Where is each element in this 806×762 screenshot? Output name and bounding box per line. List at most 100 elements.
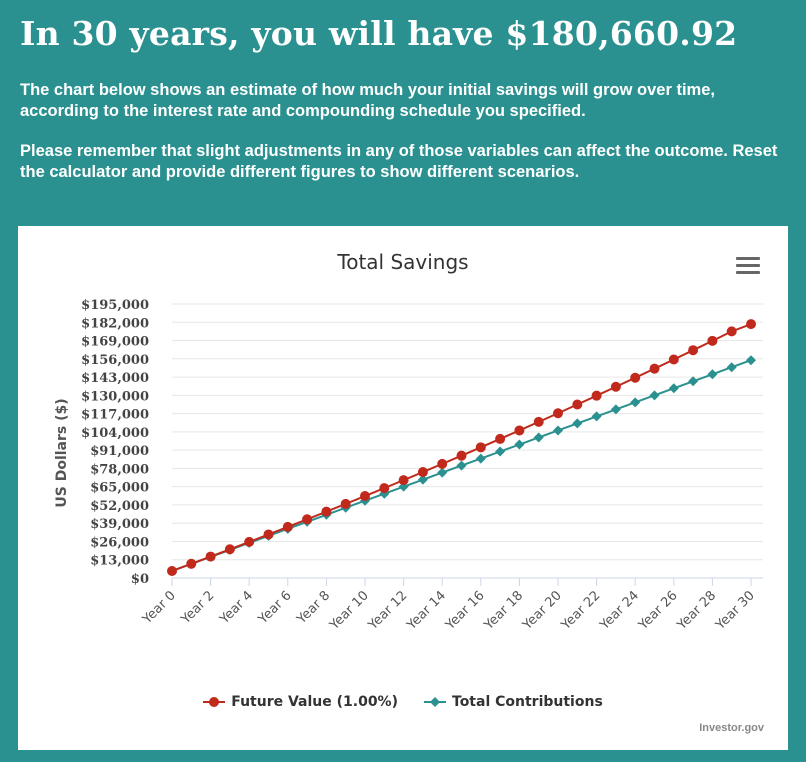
data-point-future-value[interactable] [688,345,699,356]
chart-menu-button[interactable] [736,257,760,277]
data-point-total-contributions[interactable] [610,404,621,415]
data-point-future-value[interactable] [649,363,660,374]
x-tick-label: Year 20 [519,588,564,633]
data-point-total-contributions[interactable] [591,411,602,422]
x-tick-label: Year 6 [255,588,295,628]
data-point-total-contributions[interactable] [746,355,756,366]
credits-link[interactable]: Investor.gov [699,722,764,734]
data-point-future-value[interactable] [746,319,756,330]
x-tick-label: Year 22 [558,588,603,633]
data-point-future-value[interactable] [610,381,621,392]
y-tick-label: $143,000 [81,371,149,386]
y-tick-label: $39,000 [90,517,149,532]
data-point-future-value[interactable] [533,416,544,427]
data-point-total-contributions[interactable] [649,390,660,401]
y-tick-label: $52,000 [90,499,149,514]
data-point-future-value[interactable] [263,529,274,540]
data-point-future-value[interactable] [514,425,525,436]
data-point-total-contributions[interactable] [572,418,583,429]
x-tick-label: Year 18 [481,588,526,633]
y-tick-label: $91,000 [90,444,149,459]
data-point-future-value[interactable] [495,433,506,444]
data-point-future-value[interactable] [475,442,486,453]
data-point-future-value[interactable] [340,498,351,509]
data-point-future-value[interactable] [205,551,216,562]
x-tick-label: Year 14 [404,588,449,633]
data-point-future-value[interactable] [224,544,235,555]
chart-title: Total Savings [336,250,468,274]
data-point-total-contributions[interactable] [630,397,641,408]
series-future-value [167,319,756,576]
data-point-future-value[interactable] [591,390,602,401]
x-tick-label: Year 28 [674,588,719,633]
data-point-total-contributions[interactable] [668,383,679,394]
series-total-contributions [167,355,756,576]
data-point-future-value[interactable] [572,399,583,410]
x-tick-label: Year 12 [365,588,410,633]
data-point-total-contributions[interactable] [437,467,448,478]
y-tick-label: $182,000 [81,316,149,331]
result-headline: In 30 years, you will have $180,660.92 [20,14,738,53]
data-point-total-contributions[interactable] [495,446,506,457]
data-point-future-value[interactable] [456,450,467,461]
data-point-total-contributions[interactable] [688,376,699,387]
data-point-future-value[interactable] [379,483,390,494]
y-tick-label: $0 [131,572,149,587]
chart-legend: Future Value (1.00%) Total Contributions [18,692,788,712]
x-tick-label: Year 10 [326,588,371,633]
data-point-future-value[interactable] [553,408,563,419]
legend-item-future-value[interactable]: Future Value (1.00%) [203,692,398,712]
intro-paragraph: The chart below shows an estimate of how… [20,81,715,120]
data-point-future-value[interactable] [282,521,293,532]
contributions-legend-symbol [424,697,446,707]
y-tick-label: $169,000 [81,335,149,350]
data-point-future-value[interactable] [398,475,409,486]
x-tick-label: Year 0 [139,588,179,628]
legend-label-total-contributions: Total Contributions [452,694,603,710]
data-point-future-value[interactable] [244,536,255,547]
hamburger-menu-icon [736,257,760,274]
data-point-total-contributions[interactable] [456,460,467,471]
x-tick-label: Year 16 [442,588,487,633]
y-tick-label: $156,000 [81,353,149,368]
x-tick-label: Year 30 [712,588,757,633]
y-axis-label: US Dollars ($) [54,398,70,507]
y-tick-label: $104,000 [81,426,149,441]
future-value-legend-symbol [203,697,226,707]
y-tick-label: $195,000 [81,298,149,313]
y-tick-label: $26,000 [90,535,149,550]
data-point-future-value[interactable] [321,506,332,517]
series-line-future-value [171,323,752,572]
x-tick-label: Year 2 [178,588,218,628]
x-tick-label: Year 26 [635,588,680,633]
y-tick-label: $13,000 [90,554,149,569]
y-tick-label: $117,000 [81,408,149,423]
data-point-total-contributions[interactable] [707,369,718,380]
legend-item-total-contributions[interactable]: Total Contributions [424,692,603,712]
data-point-total-contributions[interactable] [514,439,525,450]
data-point-total-contributions[interactable] [533,432,544,443]
data-point-future-value[interactable] [630,372,641,383]
data-point-total-contributions[interactable] [553,425,563,436]
data-point-total-contributions[interactable] [475,453,486,464]
data-point-future-value[interactable] [167,565,177,576]
y-tick-label: $130,000 [81,389,149,404]
x-tick-label: Year 24 [597,588,642,633]
data-point-future-value[interactable] [437,458,448,469]
x-tick-label: Year 4 [216,588,256,628]
total-savings-chart: Total Savings US Dollars ($) $0 $13,000 $2… [54,250,763,634]
legend-label-future-value: Future Value (1.00%) [231,694,398,710]
data-point-total-contributions[interactable] [417,474,428,485]
data-point-future-value[interactable] [302,514,313,525]
data-point-future-value[interactable] [707,335,718,346]
y-tick-label: $65,000 [90,481,149,496]
data-point-future-value[interactable] [668,354,679,365]
data-point-future-value[interactable] [186,558,197,569]
data-point-future-value[interactable] [726,326,737,337]
data-point-future-value[interactable] [360,491,370,502]
data-point-future-value[interactable] [417,467,428,478]
chart-card: Total Savings US Dollars ($) $0 $13,000 $2… [18,226,788,750]
adjustment-paragraph: Please remember that slight adjustments … [20,142,778,181]
data-point-total-contributions[interactable] [726,362,737,373]
y-tick-label: $78,000 [90,462,149,477]
